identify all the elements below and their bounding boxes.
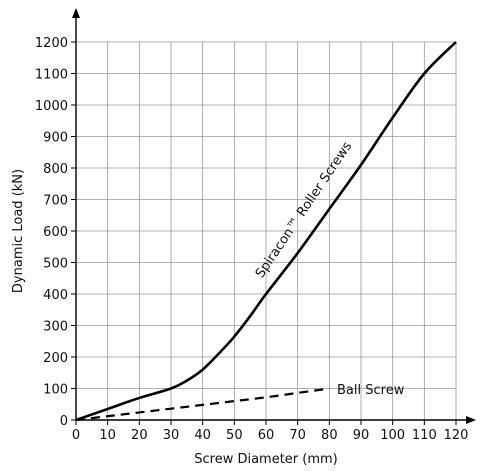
y-tick-label: 800	[43, 162, 68, 177]
y-axis-arrow	[72, 8, 80, 18]
x-tick-label: 50	[226, 428, 243, 443]
x-axis-title: Screw Diameter (mm)	[194, 452, 338, 467]
y-tick-label: 600	[43, 225, 68, 240]
y-tick-label: 1100	[35, 68, 68, 83]
x-tick-label: 20	[131, 428, 148, 443]
x-tick-label: 10	[99, 428, 116, 443]
y-tick-label: 700	[43, 194, 68, 209]
y-tick-label: 900	[43, 131, 68, 146]
y-tick-label: 100	[43, 383, 68, 398]
roller-screw-label: Spiracon™ Roller Screws	[253, 139, 356, 281]
y-tick-label: 1000	[35, 99, 68, 114]
x-axis-arrow	[466, 416, 476, 424]
y-tick-label: 200	[43, 351, 68, 366]
x-tick-label: 100	[380, 428, 405, 443]
y-tick-label: 500	[43, 257, 68, 272]
ball-screw-line	[75, 387, 330, 422]
x-tick-label: 30	[163, 428, 180, 443]
x-tick-label: 60	[258, 428, 275, 443]
ball-screw-label: Ball Screw	[337, 383, 405, 398]
x-tick-label: 0	[72, 428, 80, 443]
y-tick-label: 400	[43, 288, 68, 303]
x-tick-label: 120	[444, 428, 469, 443]
y-tick-label: 0	[60, 414, 68, 429]
roller-screw-line	[75, 41, 457, 422]
y-tick-label: 1200	[35, 36, 68, 51]
x-tick-label: 90	[353, 428, 370, 443]
x-tick-label: 110	[412, 428, 437, 443]
x-tick-label: 40	[194, 428, 211, 443]
y-tick-label: 300	[43, 320, 68, 335]
y-axis-title: Dynamic Load (kN)	[11, 169, 26, 293]
x-tick-label: 70	[289, 428, 306, 443]
x-tick-label: 80	[321, 428, 338, 443]
